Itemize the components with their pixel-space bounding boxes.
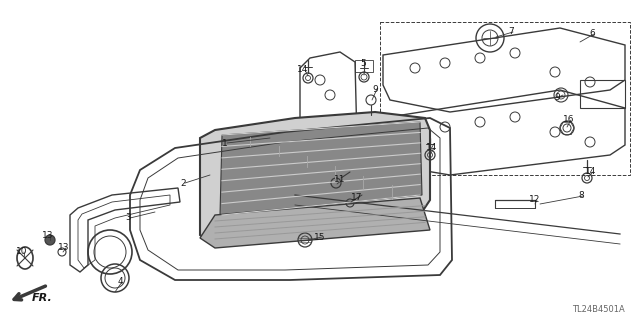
Text: 11: 11: [334, 175, 346, 184]
Text: 2: 2: [180, 179, 186, 188]
Text: 9: 9: [554, 93, 560, 101]
Text: 15: 15: [314, 233, 326, 241]
Text: 12: 12: [529, 196, 541, 204]
Text: 17: 17: [351, 192, 363, 202]
Text: 16: 16: [563, 115, 575, 124]
Text: 7: 7: [508, 27, 514, 36]
Text: 5: 5: [360, 60, 366, 69]
Text: 13: 13: [58, 243, 70, 253]
Bar: [355, 60, 373, 72]
Text: 14: 14: [298, 65, 308, 75]
Text: 1: 1: [222, 138, 228, 147]
Polygon shape: [220, 122, 422, 215]
Text: 4: 4: [117, 278, 123, 286]
Text: 9: 9: [372, 85, 378, 93]
Text: 6: 6: [589, 29, 595, 39]
Circle shape: [45, 235, 55, 245]
Polygon shape: [200, 198, 430, 248]
Text: 14: 14: [426, 144, 438, 152]
Polygon shape: [200, 112, 430, 245]
Text: 3: 3: [125, 213, 131, 222]
Text: FR.: FR.: [31, 293, 52, 303]
Text: 8: 8: [578, 191, 584, 201]
Text: 13: 13: [42, 231, 54, 240]
Text: 10: 10: [16, 248, 28, 256]
Text: 14: 14: [586, 167, 596, 176]
Text: TL24B4501A: TL24B4501A: [572, 306, 625, 315]
